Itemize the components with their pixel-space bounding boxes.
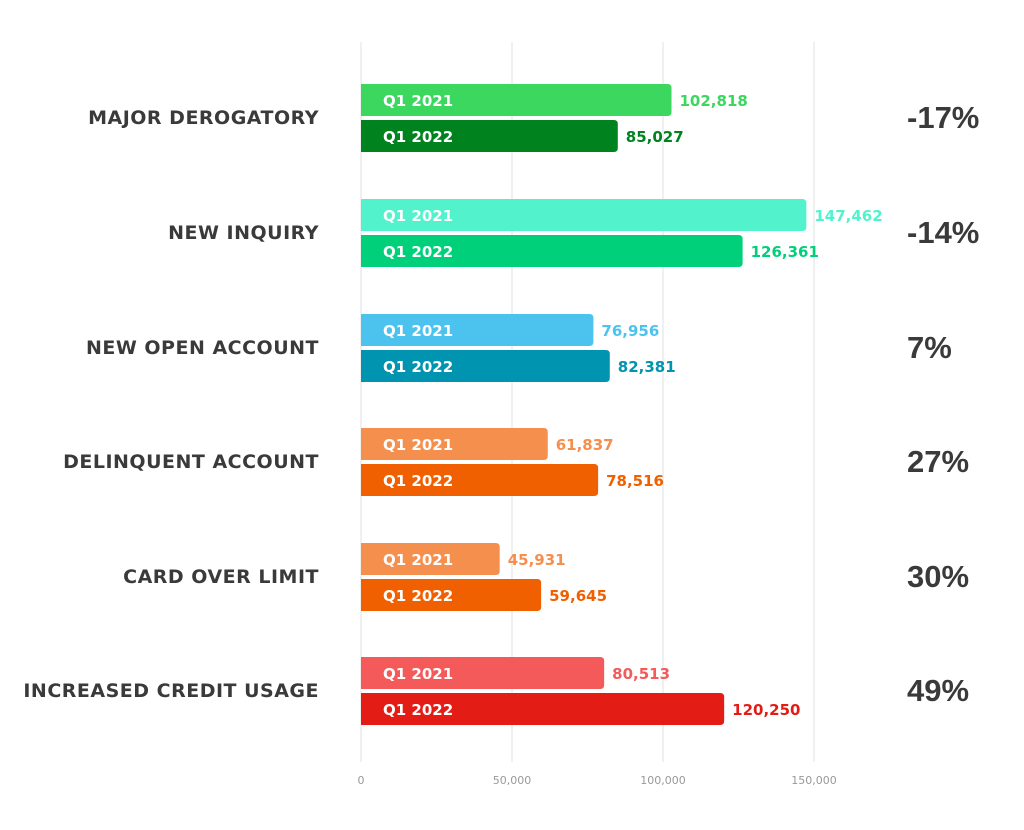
x-tick-label: 150,000 (791, 774, 837, 787)
category-label: MAJOR DEROGATORY (88, 107, 319, 129)
bar (361, 657, 605, 689)
data-label: 126,361 (751, 243, 819, 261)
data-label: 78,516 (606, 472, 664, 490)
data-label: 80,513 (612, 665, 670, 683)
data-label: 102,818 (680, 92, 748, 110)
data-label: 59,645 (549, 587, 607, 605)
category-label: NEW OPEN ACCOUNT (86, 337, 319, 359)
bar-series-label: Q1 2022 (383, 472, 453, 490)
x-tick-label: 0 (358, 774, 365, 787)
bar-series-label: Q1 2021 (383, 436, 453, 454)
bar-series-label: Q1 2021 (383, 92, 453, 110)
change-label: 49% (907, 673, 969, 708)
bar (361, 120, 618, 152)
bar-series-label: Q1 2022 (383, 243, 453, 261)
bar (361, 693, 725, 725)
data-label: 76,956 (601, 322, 659, 340)
change-label: 27% (907, 444, 969, 479)
bar-series-label: Q1 2021 (383, 322, 453, 340)
bar-series-label: Q1 2022 (383, 128, 453, 146)
x-tick-label: 50,000 (493, 774, 532, 787)
bar (361, 84, 672, 116)
data-label: 45,931 (508, 551, 566, 569)
bar-series-label: Q1 2022 (383, 701, 453, 719)
bar-series-label: Q1 2021 (383, 551, 453, 569)
change-label: 7% (907, 330, 952, 365)
bar (360, 199, 807, 231)
category-label: DELINQUENT ACCOUNT (63, 451, 319, 473)
change-label: 30% (907, 559, 969, 594)
category-label: CARD OVER LIMIT (123, 566, 319, 588)
x-tick-label: 100,000 (640, 774, 686, 787)
bar-series-label: Q1 2022 (383, 358, 453, 376)
data-label: 82,381 (618, 358, 676, 376)
bar (361, 543, 500, 575)
data-label: 61,837 (556, 436, 614, 454)
bar-series-label: Q1 2022 (383, 587, 453, 605)
bar (360, 464, 599, 496)
bar (361, 235, 743, 267)
change-label: -17% (907, 100, 979, 135)
bar (361, 314, 594, 346)
bar (361, 428, 548, 460)
data-label: 85,027 (626, 128, 684, 146)
category-label: INCREASED CREDIT USAGE (23, 680, 319, 702)
category-label: NEW INQUIRY (168, 222, 319, 244)
change-label: -14% (907, 215, 979, 250)
bar (361, 350, 610, 382)
data-label: 147,462 (814, 207, 882, 225)
bar (361, 579, 542, 611)
bar-series-label: Q1 2021 (383, 665, 453, 683)
bar-series-label: Q1 2021 (383, 207, 453, 225)
data-label: 120,250 (732, 701, 800, 719)
